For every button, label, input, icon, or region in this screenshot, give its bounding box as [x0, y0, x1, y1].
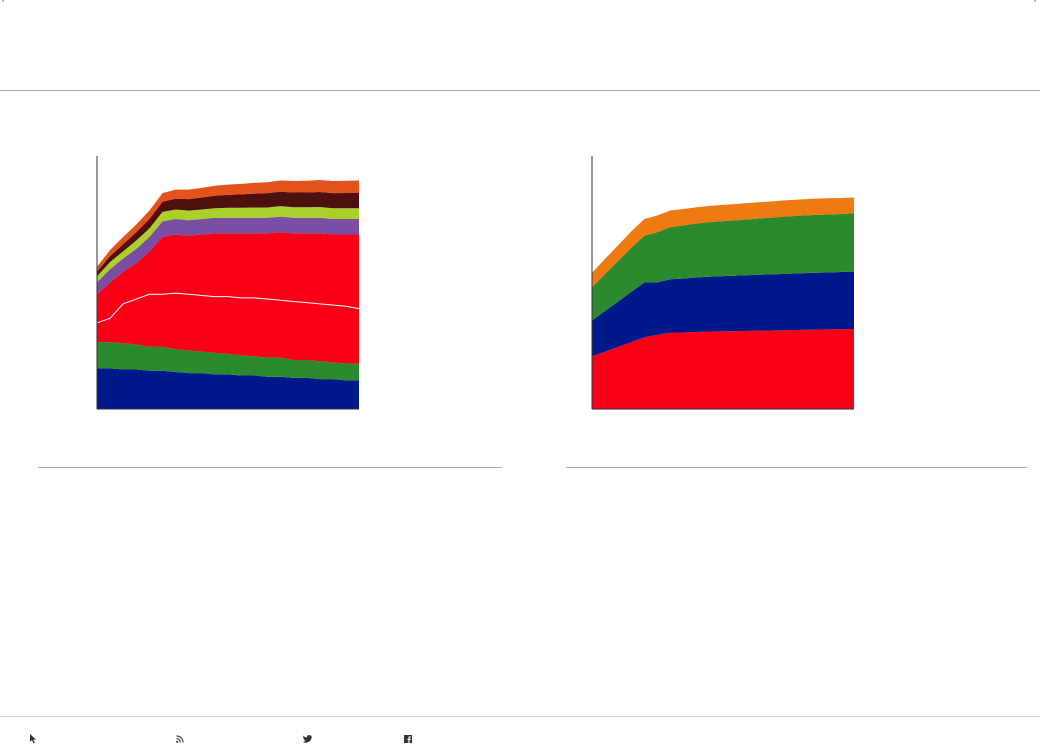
area-series-3 — [592, 213, 854, 321]
footer-divider — [0, 716, 1040, 717]
area-series-6 — [97, 191, 359, 277]
area-series-3 — [97, 232, 359, 364]
header-divider — [0, 90, 1040, 91]
chart-right — [591, 156, 854, 410]
area-series-7 — [97, 180, 359, 272]
chart-left-divider — [38, 467, 502, 468]
corner-mark-right — [1034, 0, 1036, 2]
chart-left — [96, 156, 360, 410]
rss-icon[interactable] — [175, 734, 185, 744]
area-series-1 — [592, 328, 854, 409]
area-series-2 — [97, 342, 359, 381]
area-series-4 — [592, 197, 854, 288]
cursor-icon[interactable] — [28, 734, 38, 744]
twitter-icon[interactable] — [302, 734, 312, 744]
area-series-5 — [97, 206, 359, 283]
area-series-1 — [97, 368, 359, 409]
area-series-4 — [97, 216, 359, 295]
area-series-2 — [592, 271, 854, 357]
overlay-line — [96, 292, 360, 324]
corner-mark-left — [2, 0, 4, 2]
facebook-icon[interactable] — [403, 734, 413, 744]
chart-right-divider — [566, 467, 1027, 468]
